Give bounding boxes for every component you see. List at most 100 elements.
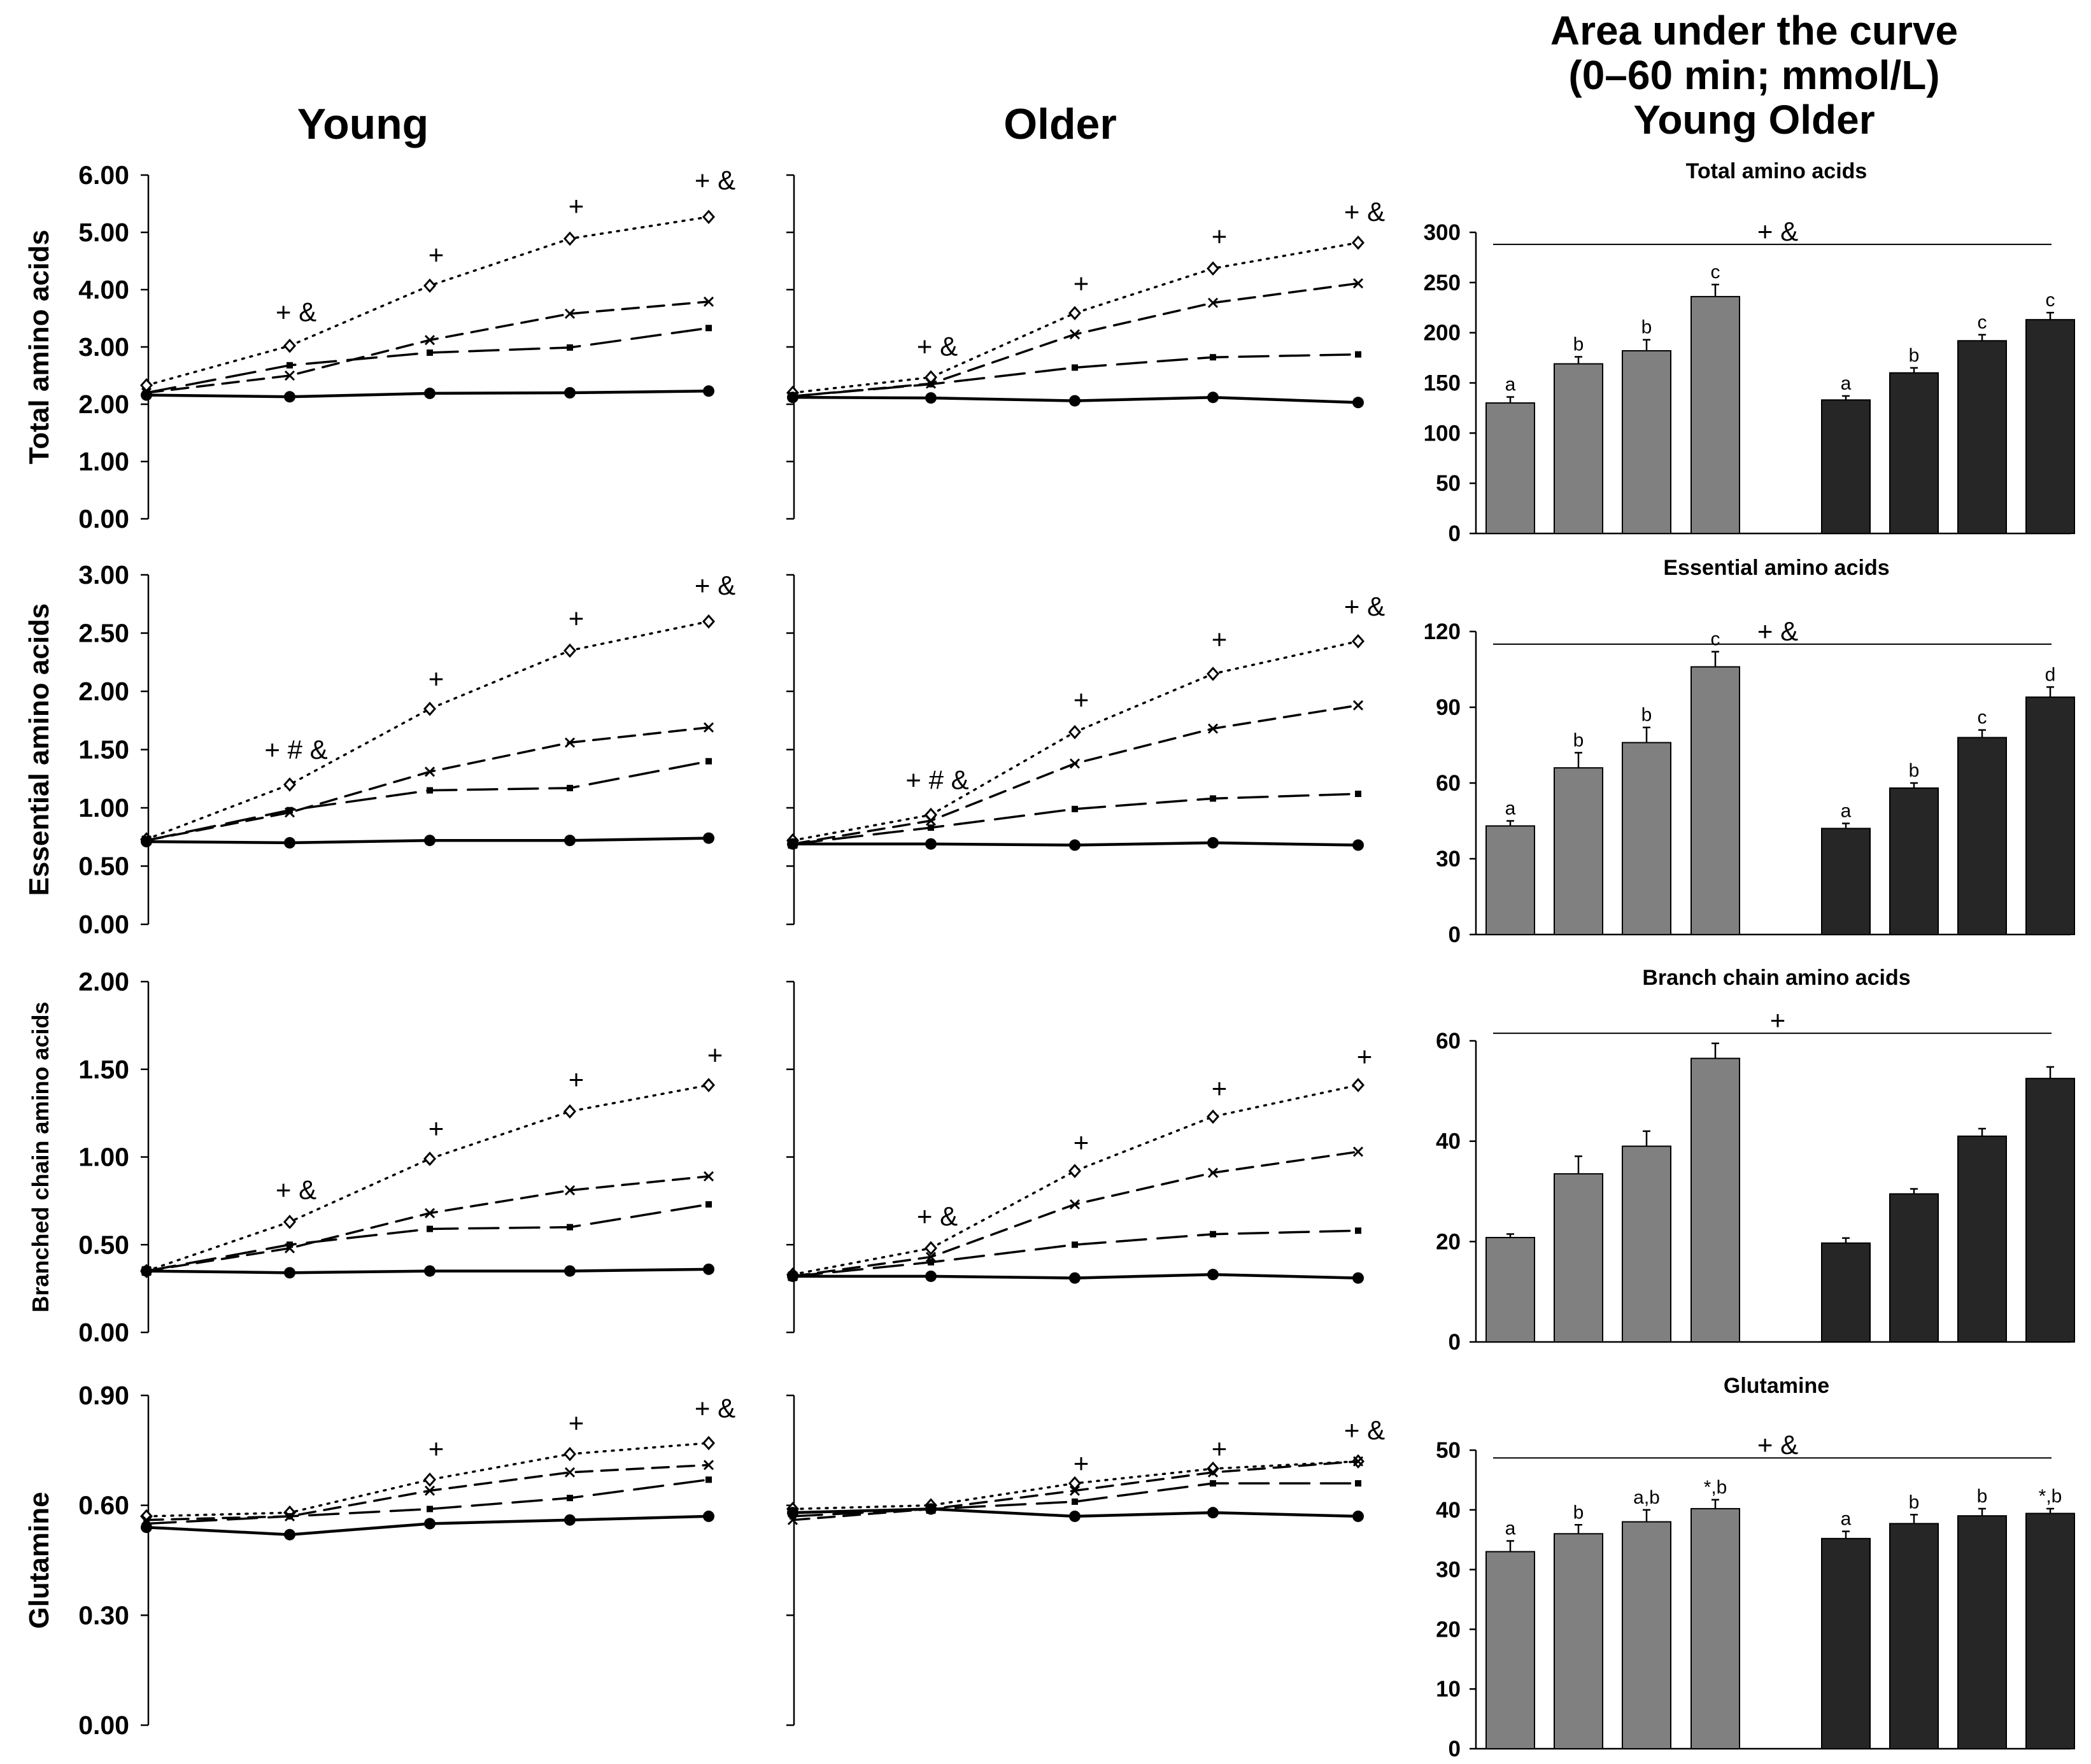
bar-young-2 bbox=[1554, 767, 1603, 935]
y-tick-label: 0.60 bbox=[78, 1491, 129, 1520]
series-line-longdash-square bbox=[791, 353, 1359, 398]
point-solid-circle bbox=[1207, 1269, 1219, 1281]
point-longdash-square bbox=[1355, 1480, 1361, 1487]
significance-letter: b bbox=[1573, 730, 1584, 751]
point-solid-circle bbox=[424, 387, 436, 399]
point-dashed-cross bbox=[564, 308, 576, 319]
chart-8: Total amino acids 0 50 100 150 200 250 300 a b b c a… bbox=[1424, 159, 2075, 546]
point-longdash-square bbox=[287, 807, 293, 814]
significance-label: + bbox=[429, 1434, 444, 1464]
significance-letter: *,b bbox=[2039, 1486, 2062, 1507]
y-tick-label: 2.00 bbox=[78, 390, 129, 419]
point-dotted-diamond bbox=[423, 1152, 437, 1166]
y-tick-label: 1.00 bbox=[78, 447, 129, 476]
y-tick-label: 5.00 bbox=[78, 218, 129, 247]
point-longdash-square bbox=[1210, 1480, 1216, 1487]
point-solid-circle bbox=[1352, 397, 1364, 409]
significance-label: + & bbox=[1344, 591, 1385, 621]
y-axis-label: Glutamine bbox=[24, 1492, 55, 1628]
significance-letter: b bbox=[1909, 1492, 1920, 1513]
point-dotted-diamond bbox=[1206, 1461, 1220, 1476]
point-longdash-square bbox=[427, 787, 433, 794]
bar-chart-title: Branch chain amino acids bbox=[1642, 966, 1910, 990]
significance-letter: a bbox=[1841, 373, 1852, 394]
point-dashed-cross bbox=[703, 722, 714, 733]
y-tick-label: 250 bbox=[1424, 271, 1461, 295]
bar-young-1 bbox=[1485, 1551, 1535, 1749]
y-axis-label: Essential amino acids bbox=[24, 603, 55, 896]
point-dashed-cross bbox=[424, 1485, 436, 1496]
point-longdash-square bbox=[928, 824, 934, 831]
point-dotted-diamond bbox=[1068, 724, 1082, 740]
chart-4: 0.00 0.50 1.00 1.50 2.00 Branched chain amino… bbox=[27, 967, 723, 1347]
point-dashed-cross bbox=[1069, 1199, 1081, 1210]
significance-letter: b bbox=[1573, 334, 1584, 355]
series-line-longdash-square bbox=[791, 1229, 1359, 1278]
point-longdash-square bbox=[705, 1201, 712, 1208]
point-dashed-cross bbox=[703, 296, 714, 307]
chart-6: 0.00 0.30 0.60 0.90 Glutamine + + + & bbox=[24, 1381, 735, 1740]
point-dashed-cross bbox=[703, 1460, 714, 1471]
significance-label: + bbox=[429, 664, 444, 694]
point-dashed-cross bbox=[925, 815, 937, 826]
series-line-dashed-cross bbox=[791, 282, 1359, 398]
significance-label: + bbox=[1212, 222, 1228, 251]
y-tick-label: 0 bbox=[1449, 1737, 1461, 1761]
plots: 0.00 1.00 2.00 3.00 4.00 5.00 6.00 Total amino … bbox=[24, 159, 2075, 1761]
bar-older-2 bbox=[1889, 1193, 1939, 1343]
significance-letter: a,b bbox=[1633, 1487, 1660, 1508]
chart-9: Essential amino acids 0 30 60 90 120 a b b c a b c d +… bbox=[1424, 556, 2075, 947]
significance-label: + bbox=[429, 1113, 444, 1143]
y-tick-label: 6.00 bbox=[78, 160, 129, 190]
y-tick-label: 4.00 bbox=[78, 275, 129, 304]
point-solid-circle bbox=[1207, 1507, 1219, 1519]
significance-label: + bbox=[707, 1040, 723, 1069]
y-tick-label: 200 bbox=[1424, 321, 1461, 346]
series-line-longdash-square bbox=[791, 793, 1359, 845]
series-line-dotted-diamond bbox=[145, 1083, 710, 1273]
significance-letter: c bbox=[1978, 312, 1987, 333]
significance-label: + bbox=[569, 191, 585, 221]
bar-older-3 bbox=[1957, 737, 2007, 935]
point-dotted-diamond bbox=[702, 209, 716, 224]
point-longdash-square bbox=[427, 349, 433, 356]
point-longdash-square bbox=[928, 1259, 934, 1266]
point-dashed-cross bbox=[1069, 329, 1081, 340]
significance-letter: c bbox=[1978, 707, 1987, 728]
y-tick-label: 20 bbox=[1436, 1229, 1461, 1254]
point-solid-circle bbox=[141, 1521, 152, 1534]
point-dotted-diamond bbox=[283, 1215, 297, 1229]
point-longdash-square bbox=[1072, 805, 1078, 812]
significance-letter: a bbox=[1505, 1518, 1516, 1539]
significance-letter: c bbox=[2046, 290, 2055, 311]
point-dotted-diamond bbox=[702, 614, 716, 629]
significance-label: + & bbox=[276, 297, 316, 327]
point-solid-circle bbox=[424, 1518, 436, 1530]
point-longdash-square bbox=[1072, 1498, 1078, 1505]
y-tick-label: 2.50 bbox=[78, 619, 129, 648]
point-solid-circle bbox=[787, 1270, 798, 1282]
point-dashed-cross bbox=[424, 766, 436, 777]
bar-young-2 bbox=[1554, 1533, 1603, 1750]
point-dotted-diamond bbox=[1068, 1164, 1082, 1178]
y-tick-label: 60 bbox=[1436, 771, 1461, 796]
point-dotted-diamond bbox=[563, 1446, 577, 1462]
significance-label: + & bbox=[1757, 616, 1798, 646]
chart-3: + # & + + + & bbox=[786, 574, 1385, 926]
y-tick-label: 3.00 bbox=[78, 332, 129, 362]
point-solid-circle bbox=[284, 836, 295, 849]
point-longdash-square bbox=[705, 1476, 712, 1483]
bar-young-4 bbox=[1691, 295, 1740, 534]
point-solid-circle bbox=[1069, 1510, 1081, 1522]
y-axis-label: Branched chain amino acids bbox=[27, 1001, 53, 1312]
y-tick-label: 90 bbox=[1436, 695, 1461, 720]
significance-label: + # & bbox=[264, 735, 327, 765]
significance-letter: b bbox=[1977, 1486, 1988, 1507]
point-solid-circle bbox=[1069, 839, 1081, 851]
bar-young-3 bbox=[1622, 742, 1671, 935]
point-solid-circle bbox=[424, 1265, 436, 1277]
significance-label: + bbox=[1074, 269, 1089, 299]
point-longdash-square bbox=[427, 1225, 433, 1232]
point-longdash-square bbox=[928, 381, 934, 388]
point-longdash-square bbox=[567, 344, 573, 351]
